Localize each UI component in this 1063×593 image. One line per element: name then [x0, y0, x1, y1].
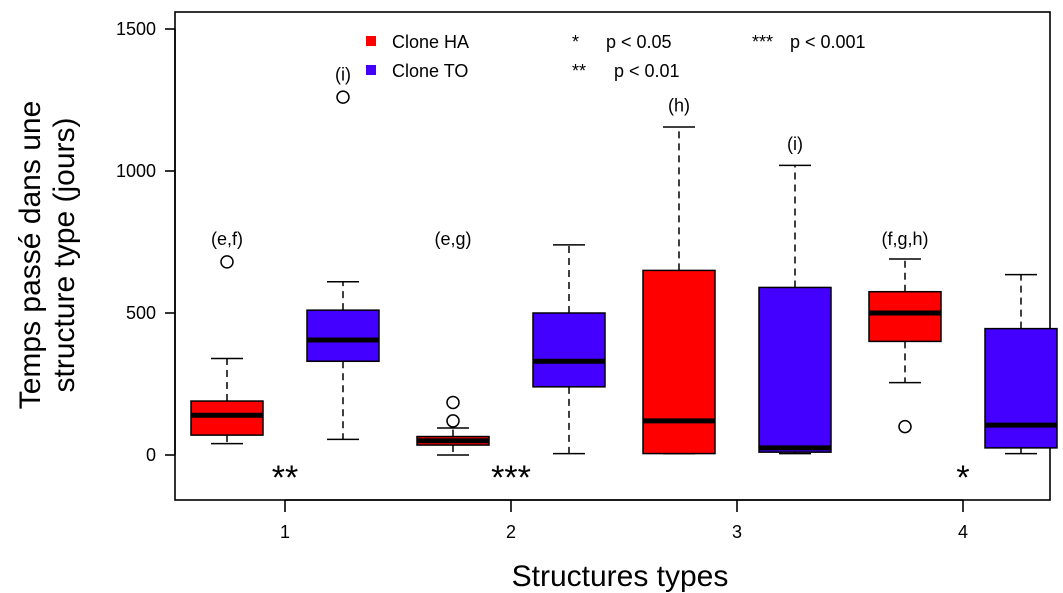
x-axis-title: Structures types — [512, 560, 729, 593]
outlier-point — [446, 414, 460, 428]
significance-mark: *** — [491, 459, 531, 497]
boxes — [190, 90, 1058, 456]
box-cat3-s1 — [758, 164, 832, 455]
sig-legend-symbol-1: * — [572, 32, 579, 52]
outlier-point — [220, 255, 234, 269]
iqr-box — [306, 309, 380, 363]
sig-legend-label-2: p < 0.01 — [614, 61, 680, 81]
y-axis-title-line1: Temps passé dans une — [14, 101, 47, 410]
x-axis: 1 2 3 4 — [280, 499, 968, 542]
iqr-box — [868, 290, 942, 343]
group-label: (i) — [335, 64, 351, 84]
group-label: (f,g,h) — [881, 229, 928, 249]
sig-legend-symbol-2: ** — [572, 61, 586, 81]
box-cat4-s0 — [868, 258, 942, 434]
group-label: (e,g) — [434, 229, 471, 249]
significance-mark: * — [956, 459, 969, 497]
box-cat1-s1 — [306, 90, 380, 441]
iqr-box — [532, 312, 606, 388]
outlier-point — [446, 395, 460, 410]
sig-legend-label-3: p < 0.001 — [790, 32, 866, 52]
box-cat3-s0 — [642, 126, 716, 455]
legend-label-clone-ha: Clone HA — [392, 32, 469, 52]
y-tick-label: 1500 — [116, 19, 156, 39]
significance-mark: ** — [272, 459, 298, 497]
box-cat2-s0 — [416, 395, 490, 456]
box-cat1-s0 — [190, 255, 264, 445]
y-axis-title-line2: structure type (jours) — [48, 117, 81, 392]
iqr-box — [758, 286, 832, 453]
x-tick-label: 1 — [280, 522, 290, 542]
x-tick-label: 2 — [506, 522, 516, 542]
iqr-box — [190, 400, 264, 436]
x-tick-label: 3 — [732, 522, 742, 542]
y-tick-label: 500 — [126, 303, 156, 323]
legend: Clone HA Clone TO * p < 0.05 ** p < 0.01… — [366, 32, 866, 81]
sig-legend-symbol-3: *** — [752, 32, 773, 52]
group-label: (i) — [787, 134, 803, 154]
outlier-point — [898, 419, 912, 434]
legend-swatch-clone-ha — [366, 36, 376, 46]
group-label: (e,f) — [211, 229, 243, 249]
sig-legend-label-1: p < 0.05 — [606, 32, 672, 52]
legend-label-clone-to: Clone TO — [392, 61, 468, 81]
legend-swatch-clone-to — [366, 65, 376, 75]
plot-frame — [174, 11, 1051, 501]
y-tick-label: 1000 — [116, 161, 156, 181]
x-tick-label: 4 — [958, 522, 968, 542]
iqr-box — [984, 327, 1058, 449]
y-axis: 0 500 1000 1500 — [116, 19, 176, 465]
outlier-point — [336, 90, 350, 104]
significance-marks: ** *** * — [272, 459, 970, 497]
group-labels: (e,f) (i) (e,g) (h) (i) (f,g,h) — [211, 64, 929, 249]
box-cat2-s1 — [532, 244, 606, 455]
y-tick-label: 0 — [146, 445, 156, 465]
iqr-box — [642, 269, 716, 455]
box-cat4-s1 — [984, 273, 1058, 455]
group-label: (h) — [668, 96, 690, 116]
